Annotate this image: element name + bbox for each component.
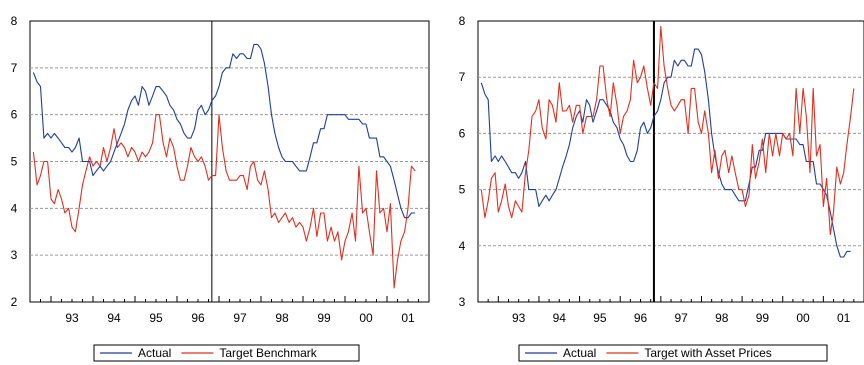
x-tick-label: 00 xyxy=(796,311,810,325)
y-tick-label: 7 xyxy=(459,70,466,84)
legend-entry-label: Actual xyxy=(563,346,596,360)
x-tick-label: 93 xyxy=(65,311,79,325)
x-tick-label: 95 xyxy=(149,311,163,325)
plot-area-frame xyxy=(477,20,864,303)
y-tick-label: 8 xyxy=(459,14,466,28)
x-tick-label: 94 xyxy=(107,311,121,325)
x-tick-label: 00 xyxy=(359,311,373,325)
legend-entry-label: Target with Asset Prices xyxy=(644,346,771,360)
x-tick-label: 98 xyxy=(275,311,289,325)
y-tick-label: 2 xyxy=(11,295,18,309)
x-tick-label: 93 xyxy=(512,311,526,325)
legend-box xyxy=(518,344,828,362)
y-tick-label: 5 xyxy=(11,155,18,169)
x-tick-label: 96 xyxy=(191,311,205,325)
legend-entry-label: Target Benchmark xyxy=(219,346,317,360)
legend: Actual Target Benchmark xyxy=(93,344,360,362)
x-tick-label: 01 xyxy=(837,311,851,325)
y-tick-label: 5 xyxy=(459,183,466,197)
legend: Actual Target with Asset Prices xyxy=(518,344,828,362)
y-tick-label: 6 xyxy=(459,126,466,140)
x-tick-label: 97 xyxy=(674,311,688,325)
y-tick-label: 8 xyxy=(11,14,18,28)
x-tick-label: 98 xyxy=(715,311,729,325)
x-tick-label: 99 xyxy=(317,311,331,325)
x-tick-label: 94 xyxy=(553,311,567,325)
series-line-actual xyxy=(32,43,416,219)
y-tick-label: 4 xyxy=(459,239,466,253)
x-tick-label: 99 xyxy=(756,311,770,325)
series-line-target-with-asset-prices xyxy=(480,26,855,236)
y-tick-label: 4 xyxy=(11,201,18,215)
x-tick-label: 95 xyxy=(593,311,607,325)
legend-box xyxy=(93,344,360,362)
x-tick-label: 97 xyxy=(233,311,247,325)
left-chart-panel: 2 3 4 5 6 7 8 93 94 95 96 97 98 99 00 01 Actual Target Be… xyxy=(11,14,430,362)
y-tick-label: 6 xyxy=(11,108,18,122)
y-tick-label: 7 xyxy=(11,61,18,75)
series-line-target-benchmark xyxy=(32,114,416,289)
legend-entry-label: Actual xyxy=(138,346,171,360)
x-tick-label: 01 xyxy=(401,311,415,325)
right-chart-panel: 3 4 5 6 7 8 93 94 95 96 97 98 99 00 01 Actual Target wit… xyxy=(459,14,864,362)
x-tick-label: 96 xyxy=(634,311,648,325)
y-tick-label: 3 xyxy=(11,248,18,262)
y-tick-label: 3 xyxy=(459,295,466,309)
